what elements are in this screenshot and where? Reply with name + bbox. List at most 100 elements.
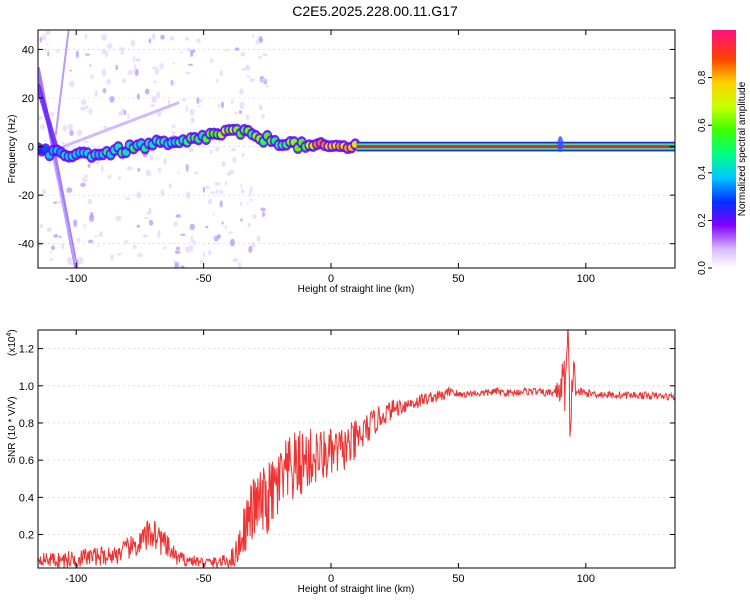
snr-y-tick-label: 1.0 — [19, 381, 34, 393]
snr-marks — [38, 330, 675, 568]
spectrogram-speckle — [186, 48, 191, 51]
spectrogram-speckle — [83, 174, 88, 178]
spectrogram-speckle — [125, 197, 131, 201]
spectrogram-speckle — [149, 154, 153, 161]
spectrogram-axes: -100 -50 0 50 100 -40 -20 0 20 40 — [18, 30, 675, 285]
spectrogram-speckle — [83, 224, 86, 229]
spectrogram-speckle — [184, 36, 190, 42]
spectrogram-speckle — [238, 110, 243, 114]
spectrogram-speckle — [244, 64, 251, 71]
spectrogram-speckle — [83, 140, 89, 143]
spectrogram-speckle — [118, 176, 122, 181]
spectrogram-speckle — [203, 250, 206, 258]
spectrogram-x-label: Height of straight line (km) — [298, 284, 415, 295]
spectrogram-speckle — [180, 233, 186, 236]
spectrogram-speckle — [90, 211, 94, 218]
spectrogram-speckle — [246, 202, 249, 205]
spectrogram-speckle — [204, 186, 211, 190]
colorbar-tick-label: 0.0 — [697, 261, 708, 275]
spectrogram-speckle — [107, 174, 112, 180]
colorbar: 0.0 0.2 0.4 0.6 0.8 Normalized spectral ampl… — [697, 30, 748, 275]
snr-series-line — [38, 330, 675, 568]
spectrogram-speckle — [87, 198, 93, 205]
spectrogram-speckle — [212, 213, 215, 216]
chart-title: C2E5.2025.228.00.11.G17 — [292, 3, 458, 19]
colorbar-tick-label: 0.4 — [697, 165, 708, 179]
spectrogram-speckle — [251, 33, 255, 39]
spectrogram-speckle — [207, 198, 213, 205]
spectrogram-speckle — [216, 78, 219, 84]
spectrogram-y-tick-label: 40 — [22, 44, 34, 56]
spectrogram-speckle — [67, 124, 74, 131]
spectrogram-speckle — [87, 163, 91, 168]
spectrogram-speckle — [142, 234, 148, 238]
spectrogram-speckle — [189, 223, 196, 231]
spectrogram-speckle — [46, 43, 49, 46]
spectrogram-speckle — [262, 211, 266, 218]
spectrogram-speckle — [39, 124, 46, 130]
spectrogram-speckle — [240, 51, 246, 57]
spectrogram-speckle — [157, 230, 161, 238]
spectrogram-speckle — [202, 186, 206, 193]
spectrogram-speckle — [190, 235, 194, 244]
spectrogram-streak — [61, 101, 180, 149]
spectrogram-speckle — [245, 114, 250, 121]
spectrogram-speckle — [241, 152, 245, 158]
spectrogram-speckle — [174, 262, 179, 268]
spectrogram-speckle — [247, 222, 251, 228]
spectrogram-speckle — [127, 70, 134, 76]
spectrogram-speckle — [262, 53, 268, 57]
spectrogram-speckle — [84, 53, 91, 56]
spectrogram-speckle — [46, 227, 52, 233]
snr-y-multiplier-close: ) — [7, 329, 18, 332]
spectrogram-speckle — [101, 48, 107, 55]
spectrogram-speckle — [210, 191, 216, 194]
spectrogram-speckle — [153, 80, 157, 84]
spectrogram-speckle — [148, 207, 152, 215]
spectrogram-speckle — [136, 93, 140, 100]
spectrogram-speckle — [106, 78, 111, 85]
spectrogram-speckle — [61, 242, 65, 250]
spectrogram-speckle — [66, 256, 73, 265]
spectrogram-speckle — [163, 246, 167, 250]
spectrogram-speckle — [209, 58, 214, 64]
spectrogram-speckle — [120, 107, 124, 115]
spectrogram-speckle — [219, 70, 224, 77]
spectrogram-speckle — [81, 99, 87, 106]
spectrogram-speckle — [224, 49, 229, 52]
spectrogram-speckle — [156, 91, 161, 98]
spectrogram-speckle — [230, 147, 236, 152]
spectrogram-speckle — [53, 233, 59, 238]
spectrogram-speckle — [249, 198, 253, 202]
snr-y-multiplier-base: (x10 — [7, 336, 18, 356]
spectrogram-speckle — [69, 129, 74, 137]
spectrogram-speckle — [171, 124, 176, 129]
snr-y-multiplier: (x104) — [6, 329, 18, 356]
spectrogram-speckle — [221, 221, 224, 225]
spectrogram-speckle — [136, 224, 141, 228]
spectrogram-speckle — [154, 68, 160, 75]
spectrogram-speckle — [116, 253, 123, 256]
spectrogram-speckle — [219, 200, 223, 208]
snr-y-label: SNR (10 * V/V) — [7, 396, 18, 463]
spectrogram-speckle — [190, 51, 194, 57]
colorbar-tick-label: 0.8 — [697, 70, 708, 84]
spectrogram-speckle — [121, 78, 126, 84]
spectrogram-speckle — [123, 109, 127, 116]
spectrogram-band-glitch — [557, 136, 564, 153]
colorbar-ticks: 0.0 0.2 0.4 0.6 0.8 — [697, 70, 712, 275]
spectrogram-speckle — [69, 80, 75, 88]
spectrogram-speckle — [41, 33, 47, 41]
spectrogram-speckle — [211, 236, 217, 239]
spectrogram-y-label: Frequency (Hz) — [7, 115, 18, 184]
spectrogram-speckle — [73, 219, 78, 227]
colorbar-gradient — [712, 30, 736, 268]
spectrogram-speckle — [219, 189, 224, 195]
spectrogram-speckle — [224, 224, 228, 229]
spectrogram-speckle — [49, 111, 55, 117]
spectrogram-speckle — [82, 177, 88, 183]
spectrogram-speckle — [239, 201, 243, 206]
spectrogram-speckle — [66, 187, 73, 193]
spectrogram-speckle — [160, 34, 165, 40]
snr-x-tick-label: -100 — [65, 573, 87, 585]
